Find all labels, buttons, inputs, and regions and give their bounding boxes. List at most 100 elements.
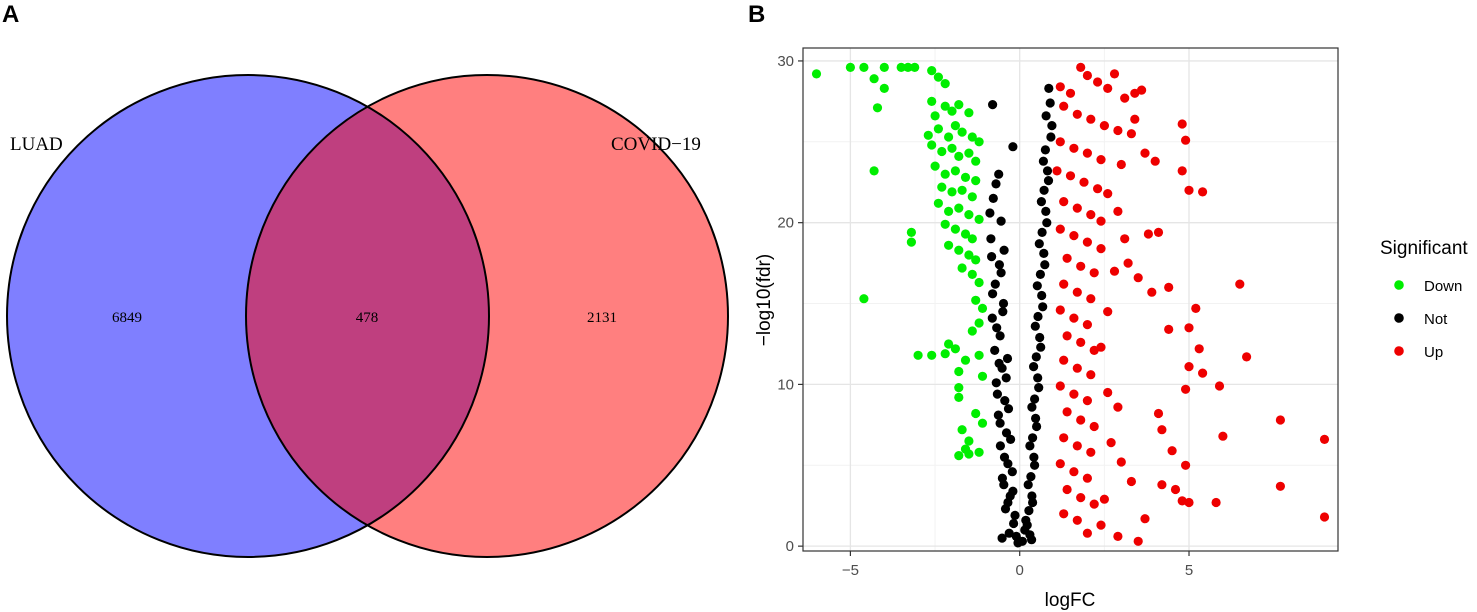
point-not (1036, 342, 1046, 352)
point-not (1027, 402, 1037, 412)
point-down (869, 166, 879, 176)
point-up (1181, 460, 1191, 470)
point-not (1000, 396, 1010, 406)
point-up (1099, 494, 1109, 504)
point-down (930, 161, 940, 171)
point-down (944, 240, 954, 250)
point-up (1167, 446, 1177, 456)
point-down (974, 318, 984, 328)
point-not (1036, 197, 1046, 207)
legend-label-up: Up (1424, 344, 1443, 361)
point-up (1170, 484, 1181, 495)
point-down (954, 392, 964, 402)
point-not (1034, 239, 1044, 249)
venn-set-label-covid: COVID−19 (611, 134, 701, 155)
point-up (1059, 355, 1069, 365)
point-up (1055, 82, 1065, 92)
point-not (996, 268, 1006, 278)
point-not (1008, 142, 1018, 152)
point-down (964, 449, 974, 459)
point-up (1184, 362, 1194, 372)
point-up (1164, 282, 1174, 292)
point-not (1031, 413, 1041, 423)
point-not (1032, 281, 1042, 291)
point-down (954, 366, 964, 377)
point-not (1029, 362, 1039, 372)
point-not (1042, 166, 1053, 176)
venn-outline-luad (6, 74, 490, 558)
x-tick-label: −5 (842, 562, 859, 579)
point-down (947, 143, 957, 153)
point-down (940, 349, 950, 359)
point-up (1099, 121, 1109, 131)
point-up (1181, 135, 1191, 145)
point-not (991, 179, 1001, 189)
point-up (1106, 438, 1116, 448)
point-up (1214, 381, 1225, 391)
point-not (1041, 206, 1051, 216)
point-not (988, 193, 998, 203)
legend-label-not: Not (1424, 311, 1448, 328)
point-not (990, 345, 1000, 355)
point-up (1181, 384, 1191, 394)
point-down (967, 234, 977, 244)
point-down (869, 74, 879, 84)
point-up (1072, 287, 1082, 297)
point-up (1076, 493, 1086, 503)
point-down (927, 66, 937, 76)
point-up (1153, 227, 1164, 237)
point-not (995, 331, 1005, 341)
legend-marker-down (1394, 280, 1404, 290)
point-down (940, 101, 950, 111)
point-up (1069, 143, 1079, 153)
y-axis-title: −log10(fdr) (754, 254, 775, 346)
point-up (1143, 229, 1153, 239)
point-not (993, 410, 1004, 420)
point-down (879, 62, 889, 72)
venn-set-label-luad: LUAD (10, 134, 63, 155)
y-tick-label: 20 (777, 215, 794, 232)
point-not (1022, 520, 1032, 530)
point-up (1157, 480, 1167, 490)
point-up (1133, 273, 1143, 283)
point-not (1032, 421, 1042, 432)
point-not (1017, 536, 1027, 546)
point-up (1072, 441, 1082, 451)
point-up (1089, 499, 1099, 509)
point-up (1211, 497, 1221, 508)
point-not (1030, 394, 1040, 404)
point-up (1093, 77, 1103, 87)
venn-overlap (246, 75, 489, 557)
point-up (1082, 528, 1092, 538)
point-not (1038, 302, 1048, 312)
point-not (998, 298, 1009, 309)
point-up (1116, 159, 1126, 170)
point-up (1065, 171, 1076, 181)
point-up (1069, 389, 1079, 399)
point-up (1059, 433, 1069, 443)
point-not (1030, 321, 1040, 331)
point-not (1040, 145, 1050, 155)
point-up (1140, 514, 1150, 524)
point-not (991, 378, 1001, 388)
point-down (950, 121, 961, 131)
venn-count-intersection: 478 (356, 310, 379, 326)
point-up (1164, 324, 1174, 334)
point-not (985, 208, 995, 218)
point-up (1059, 197, 1069, 207)
point-up (1184, 185, 1194, 195)
point-up (1059, 279, 1069, 289)
point-down (940, 219, 950, 229)
point-not (998, 307, 1008, 317)
point-not (1023, 480, 1033, 490)
point-down (974, 137, 984, 147)
point-not (1002, 353, 1013, 364)
point-not (1041, 111, 1051, 121)
point-not (1043, 176, 1054, 186)
point-down (845, 62, 856, 72)
point-up (1089, 268, 1099, 278)
point-down (971, 176, 981, 186)
point-not (999, 245, 1009, 255)
point-up (1184, 497, 1194, 508)
data-points (811, 62, 1330, 548)
